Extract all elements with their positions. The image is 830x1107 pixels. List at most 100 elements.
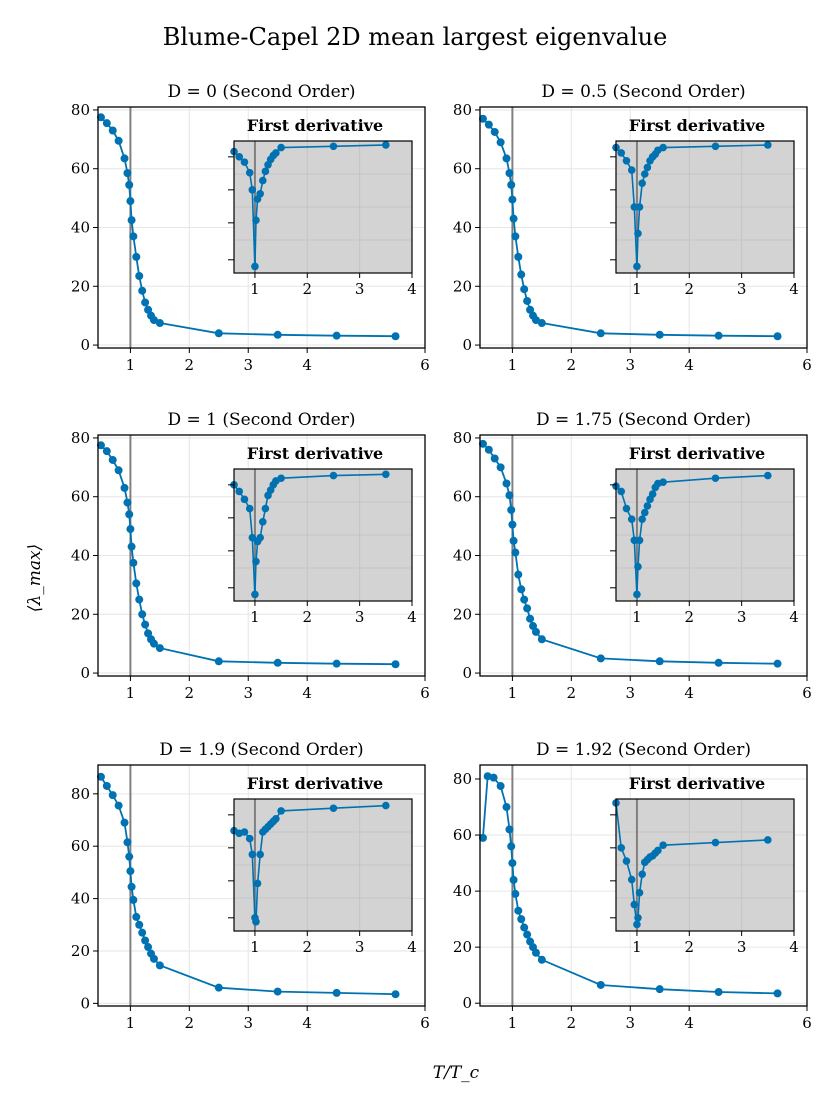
data-point (511, 889, 520, 898)
data-point (655, 330, 664, 339)
inset-frame (615, 140, 795, 274)
inset-data-point (659, 841, 667, 849)
inset-data-point (635, 536, 644, 545)
inset-x-tick-label: 3 (737, 938, 747, 956)
data-point (531, 316, 540, 325)
y-tick-label: 0 (462, 336, 472, 354)
y-tick-label: 20 (71, 277, 90, 295)
data-point (489, 773, 498, 782)
y-tick-label: 40 (453, 882, 472, 900)
y-tick-label: 60 (71, 160, 90, 178)
data-point (478, 439, 487, 448)
inset-data-point (638, 179, 646, 188)
inset: 1 2 3 4 First derivative (610, 444, 799, 626)
y-tick-label: 60 (71, 488, 90, 506)
data-point (509, 875, 518, 884)
y-tick-label: 60 (453, 160, 472, 178)
data-point (108, 126, 117, 135)
panel-title: D = 1.9 (Second Order) (159, 740, 363, 760)
data-point (531, 948, 540, 957)
data-point (273, 658, 282, 667)
y-tick-label: 40 (71, 547, 90, 565)
data-point (484, 120, 493, 129)
data-point (273, 330, 282, 339)
panel-title: D = 0.5 (Second Order) (541, 82, 745, 102)
inset-data-point (277, 143, 285, 152)
data-point (773, 989, 782, 998)
data-point (149, 639, 158, 648)
inset-x-tick-label: 1 (632, 608, 642, 626)
inset-data-point (643, 502, 652, 510)
data-point (514, 906, 523, 915)
inset-data-point (235, 487, 244, 496)
y-tick-label: 80 (453, 770, 472, 788)
inset-x-tick-label: 4 (789, 938, 799, 956)
x-tick-label: 6 (802, 684, 812, 702)
y-tick-label: 40 (453, 219, 472, 237)
panel-title: D = 1 (Second Order) (168, 410, 356, 430)
y-tick-label: 20 (453, 605, 472, 623)
data-point (138, 610, 147, 619)
inset-data-point (711, 474, 720, 483)
inset-x-tick-label: 3 (737, 608, 747, 626)
data-point (490, 454, 499, 463)
inset-data-point (256, 190, 264, 198)
data-point (129, 232, 138, 241)
inset-data-point (633, 920, 641, 929)
data-point (502, 479, 511, 488)
data-point (505, 169, 514, 178)
x-tick-label: 4 (684, 684, 694, 702)
inset-data-point (711, 838, 720, 847)
data-point (120, 818, 129, 827)
data-point (155, 319, 164, 328)
data-point (126, 197, 135, 206)
panel-6: D = 1.92 (Second Order) 1 2 3 4 First derivat… (453, 740, 812, 1032)
inset-x-tick-label: 2 (303, 280, 313, 298)
inset-data-point (245, 834, 254, 843)
inset-data-point (643, 163, 652, 172)
inset-data-point (630, 900, 639, 909)
y-tick-label: 20 (71, 942, 90, 960)
inset-data-point (634, 229, 642, 238)
data-point (135, 271, 144, 280)
inset-data-point (764, 836, 772, 844)
inset-data-point (764, 471, 772, 480)
data-point (509, 214, 518, 223)
data-point (655, 985, 664, 994)
inset-x-tick-label: 2 (303, 608, 313, 626)
inset-data-point (635, 203, 644, 211)
data-point (149, 316, 158, 325)
data-point (141, 936, 150, 945)
series-line (100, 116, 396, 338)
data-point (520, 923, 529, 932)
x-tick-label: 6 (802, 356, 812, 374)
series-line (482, 118, 778, 338)
inset-data-point (634, 562, 642, 571)
y-tick-label: 40 (71, 219, 90, 237)
data-point (102, 447, 111, 456)
data-point (126, 525, 135, 534)
inset-data-point (617, 844, 626, 852)
data-point (132, 252, 141, 261)
inset-x-tick-label: 3 (355, 938, 365, 956)
data-point (714, 658, 723, 667)
y-tick-label: 60 (71, 837, 90, 855)
plot-frame (479, 764, 808, 1007)
data-point (125, 510, 134, 519)
inset-data-point (251, 262, 259, 271)
data-point (108, 455, 117, 464)
data-point (155, 644, 164, 653)
inset-data-point (622, 857, 631, 865)
inset-data-point (258, 518, 267, 526)
x-tick-label: 3 (243, 356, 253, 374)
data-point (135, 595, 144, 604)
data-point (505, 491, 514, 500)
inset-x-tick-label: 4 (789, 280, 799, 298)
data-point (596, 329, 605, 338)
data-point (523, 604, 532, 613)
inset-data-point (382, 470, 390, 479)
inset-data-point (261, 167, 270, 176)
inset-title: First derivative (247, 116, 383, 135)
data-point (508, 859, 517, 868)
y-tick-label: 0 (462, 994, 472, 1012)
